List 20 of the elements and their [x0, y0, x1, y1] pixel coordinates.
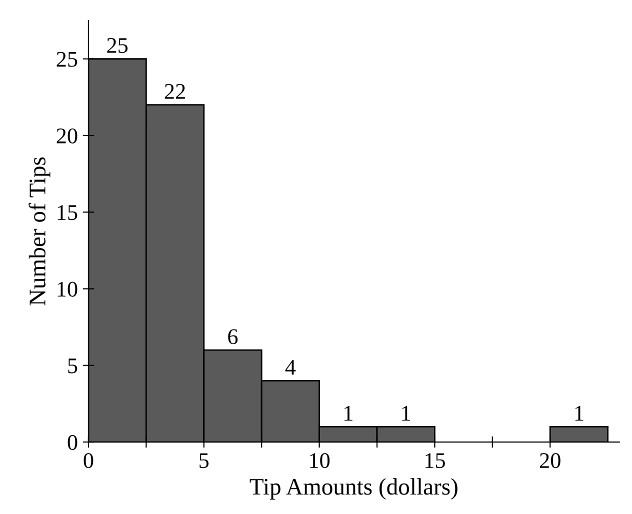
y-tick-label: 5	[68, 358, 78, 374]
data-label: 6	[228, 329, 238, 344]
data-label: 4	[285, 360, 296, 375]
y-tick-label: 20	[56, 128, 78, 144]
y-tick-label: 25	[56, 52, 78, 67]
data-label: 22	[164, 84, 185, 99]
data-label: 1	[344, 406, 352, 421]
y-tick-label: 15	[58, 205, 78, 220]
y-tick-label: 10	[58, 282, 78, 297]
data-label: 25	[107, 38, 128, 53]
x-tick-label: 5	[200, 453, 209, 468]
x-tick-label: 0	[84, 453, 94, 468]
y-axis-title: Number of Tips	[28, 157, 50, 306]
data-label: 1	[402, 406, 410, 421]
x-tick-label: 10	[310, 453, 330, 468]
y-tick-label: 0	[68, 434, 78, 450]
data-label: 1	[575, 406, 584, 421]
x-tick-label: 15	[426, 453, 445, 468]
x-axis-title: Tip Amounts (dollars)	[250, 478, 458, 500]
x-tick-label: 20	[540, 453, 560, 468]
